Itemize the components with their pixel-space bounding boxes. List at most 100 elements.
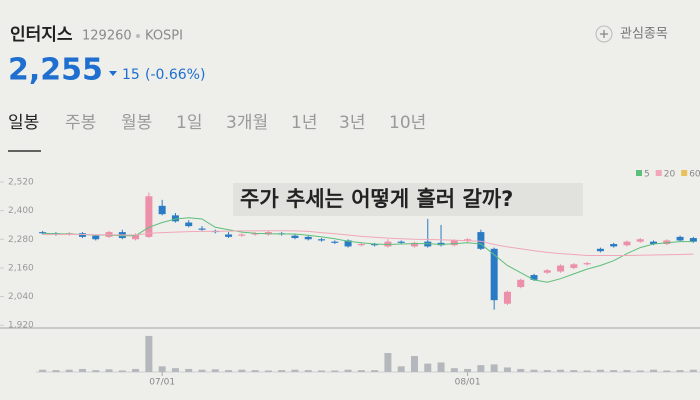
candle-body [291, 235, 299, 239]
price: 2,255 [8, 53, 103, 88]
overlay-text: 주가 추세는 어떻게 흘러 갈까? [240, 187, 513, 211]
volume-bar [503, 367, 511, 372]
legend-swatch [655, 170, 662, 176]
volume-bar [384, 353, 392, 372]
market: KOSPI [145, 29, 183, 44]
y-tick-label: 2,160 [8, 263, 34, 273]
candle-body [198, 228, 206, 230]
candle-body [331, 241, 339, 243]
volume-bar [424, 363, 432, 372]
volume-bar [105, 369, 113, 372]
volume-bar [464, 368, 472, 372]
volume-bar [596, 369, 604, 372]
candle-body [238, 234, 246, 236]
candle-body [132, 234, 140, 240]
volume-bar [689, 369, 697, 372]
volume-bar [171, 368, 179, 372]
candle-body [304, 236, 312, 240]
candle-body [158, 205, 166, 215]
volume-bar [145, 335, 153, 372]
overlay-box [233, 183, 583, 216]
candle-body [557, 265, 565, 272]
volume-bar [52, 370, 60, 372]
volume-bar [663, 370, 671, 372]
volume-bar [39, 369, 47, 372]
volume-bar [437, 362, 445, 372]
candle-body [689, 238, 697, 242]
volume-bar [344, 369, 352, 372]
candle-body [490, 248, 498, 301]
plot: 2,520 2,400 2,280 2,160 2,040 1,920 07/01 08/01… [0, 170, 700, 388]
candle-body [185, 222, 193, 227]
candle-body [145, 196, 153, 237]
volume-bar [291, 369, 299, 372]
candle-body [39, 232, 47, 234]
candle-body [318, 239, 326, 241]
volume-bar [357, 370, 365, 372]
x-tick-label: 07/01 [149, 378, 175, 388]
volume-bar [636, 370, 644, 372]
volume-bar [92, 370, 100, 372]
tab[interactable]: 월봉 [121, 113, 152, 133]
down-arrow [109, 71, 117, 76]
change: 15 [122, 67, 140, 83]
candle-body [264, 232, 272, 235]
candle-body [78, 233, 86, 237]
candle-body [503, 291, 511, 304]
volume-bar [543, 370, 551, 372]
ma-line [42, 217, 694, 283]
tab[interactable]: 1년 [291, 113, 317, 133]
volume-bar [477, 365, 485, 372]
y-tick-label: 1,920 [8, 321, 34, 331]
tab[interactable]: 일봉 [8, 113, 39, 133]
tab[interactable]: 주봉 [65, 113, 96, 133]
candle-body [650, 241, 658, 245]
candle-body [623, 241, 631, 246]
candle-body [583, 263, 591, 265]
candle-body [251, 233, 259, 235]
tab[interactable]: 10년 [389, 113, 426, 133]
candle-body [610, 244, 618, 247]
y-tick-label: 2,400 [8, 206, 34, 216]
candle-body [92, 235, 100, 240]
volume-bar [225, 370, 233, 372]
stock-name: 인터지스 [10, 25, 73, 45]
volume-bar [530, 369, 538, 372]
volume-bar [251, 370, 259, 372]
y-tick-label: 2,520 [8, 177, 34, 187]
candle-body [397, 241, 405, 243]
volume-bar [450, 368, 458, 372]
candle-body [171, 215, 179, 222]
candle-body [530, 275, 538, 280]
tab[interactable]: 3년 [339, 113, 365, 133]
candle-body [464, 239, 472, 241]
plus-icon[interactable] [595, 25, 613, 43]
watch-button[interactable]: 관심종목 [595, 25, 668, 43]
volume-bar [118, 370, 126, 372]
legend-swatch [681, 170, 688, 176]
y-tick-label: 2,280 [8, 235, 34, 245]
candle-body [371, 244, 379, 246]
tab[interactable]: 3개월 [226, 113, 268, 133]
volume-bar [211, 369, 219, 372]
candle-body [450, 240, 458, 246]
plus-sign[interactable] [600, 30, 608, 38]
volume-bar [158, 366, 166, 372]
volume-bar [490, 364, 498, 372]
candle-body [225, 234, 233, 237]
tab[interactable]: 1일 [176, 113, 202, 133]
legend-label: 60 [689, 170, 700, 180]
volume-bar [65, 369, 73, 372]
volume-bar [410, 356, 418, 372]
candle-body [570, 264, 578, 268]
watch-label[interactable]: 관심종목 [620, 27, 668, 42]
candle-body [477, 232, 485, 249]
volume-bar [570, 370, 578, 372]
candle-body [344, 240, 352, 247]
ma-line [42, 230, 694, 256]
y-tick-label: 2,040 [8, 292, 34, 302]
volume-bar [238, 369, 246, 372]
volume-bar [331, 370, 339, 372]
